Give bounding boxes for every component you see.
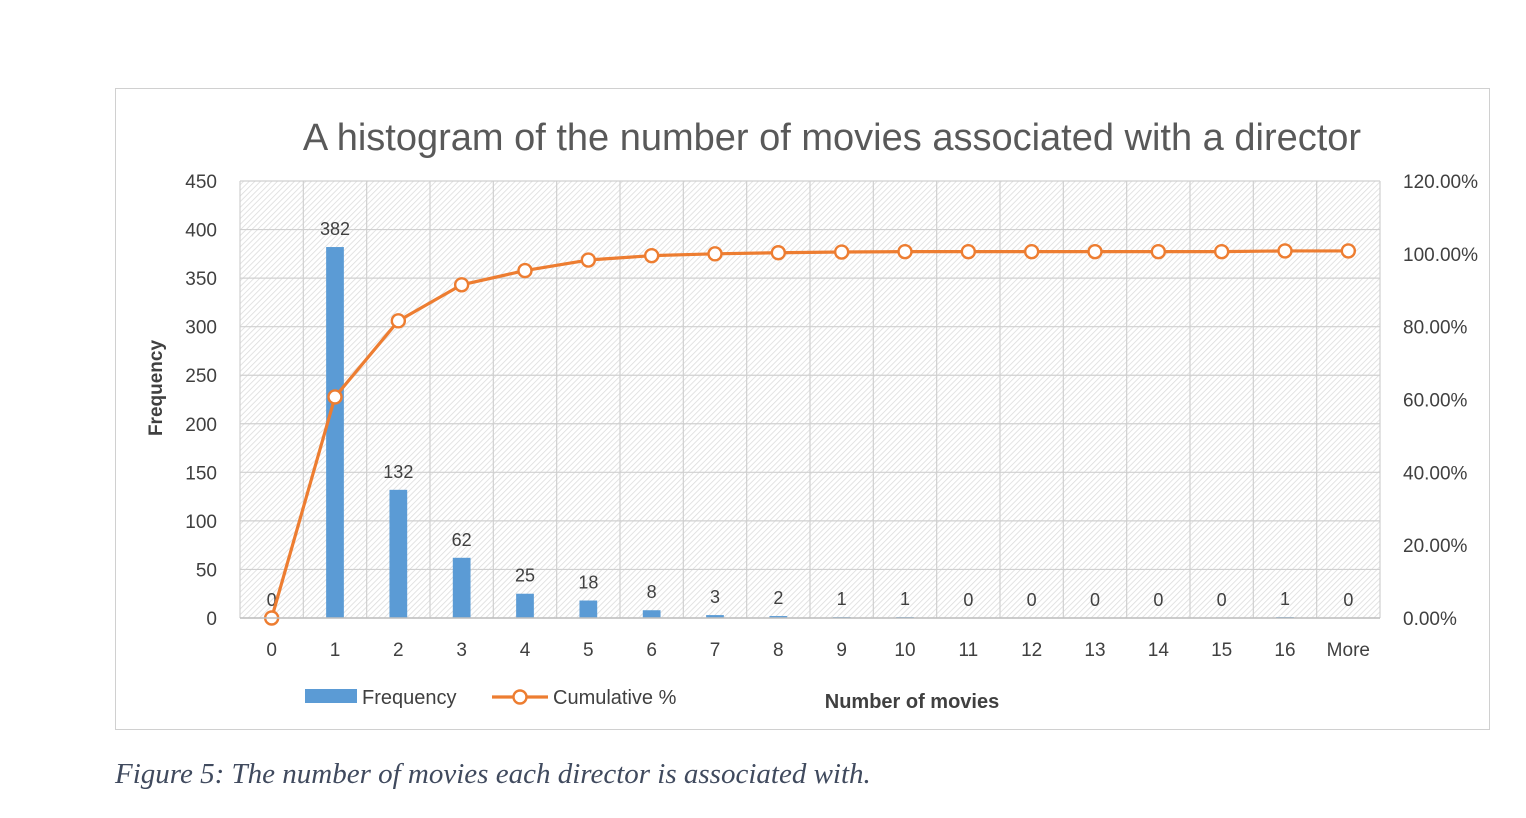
- bar-label-4: 25: [515, 566, 535, 586]
- bar-5: [579, 600, 598, 618]
- y-axis-left: 0 50 100 150 200 250 300 350 400 450: [185, 172, 217, 630]
- x-tick-label: 3: [456, 640, 467, 661]
- bar-label-More: 0: [1343, 590, 1353, 610]
- y-tick-label: 0: [206, 609, 217, 630]
- y2-tick-label: 0.00%: [1403, 609, 1457, 630]
- y2-tick-label: 120.00%: [1403, 172, 1478, 193]
- bar-4: [516, 593, 534, 618]
- x-tick-label: 13: [1084, 640, 1105, 661]
- bar-6: [642, 610, 661, 618]
- cumulative-point-11: [960, 243, 977, 260]
- y-tick-label: 100: [185, 512, 217, 533]
- legend-marker-cumulative: [512, 689, 528, 705]
- x-tick-label: 0: [266, 640, 277, 661]
- cumulative-point-12: [1023, 243, 1040, 260]
- bar-label-3: 62: [452, 530, 472, 550]
- x-tick-label: 14: [1148, 640, 1170, 661]
- bar-label-12: 0: [1027, 590, 1037, 610]
- bar-1: [326, 247, 344, 618]
- cumulative-polyline: [270, 249, 1349, 619]
- y-tick-label: 300: [185, 318, 217, 339]
- x-tick-label: 7: [710, 640, 721, 661]
- bar-data-labels: 0 382 132 62 25 18 8 3 2 1 1 0 0 0 0 0 1 0: [267, 219, 1354, 610]
- bar-label-9: 1: [837, 589, 847, 609]
- x-axis: 0 1 2 3 4 5 6 7 8 9 10 11 12 13 14 15 16 More: [240, 617, 1380, 661]
- bar-7: [706, 615, 724, 618]
- cumulative-point-7: [707, 246, 723, 262]
- y2-tick-label: 20.00%: [1403, 536, 1468, 557]
- bar-2: [389, 489, 408, 618]
- cumulative-point-3: [453, 277, 470, 293]
- cumulative-point-13: [1087, 243, 1103, 260]
- x-tick-label: 5: [583, 640, 594, 661]
- bar-label-5: 18: [578, 573, 598, 593]
- cumulative-point-5: [580, 252, 597, 268]
- x-tick-label: 9: [836, 640, 847, 661]
- y-tick-label: 50: [196, 560, 217, 581]
- bar-label-2: 132: [383, 462, 413, 482]
- x-tick-label: 12: [1021, 640, 1042, 661]
- cumulative-point-10: [897, 243, 913, 260]
- x-tick-label: 1: [330, 640, 341, 661]
- bar-label-11: 0: [963, 590, 973, 610]
- bar-label-15: 0: [1217, 590, 1227, 610]
- bar-3: [452, 557, 471, 618]
- x-tick-label: 16: [1274, 640, 1295, 661]
- x-tick-label: 15: [1211, 640, 1232, 661]
- x-tick-label: More: [1327, 640, 1370, 661]
- x-tick-label: 8: [773, 640, 784, 661]
- y-tick-label: 400: [185, 221, 217, 242]
- y2-tick-label: 60.00%: [1403, 391, 1468, 412]
- bar-label-16: 1: [1280, 589, 1290, 609]
- bar-8: [769, 616, 788, 618]
- y-tick-label: 150: [185, 463, 217, 484]
- legend-label-cumulative: Cumulative %: [553, 687, 677, 709]
- y2-tick-label: 80.00%: [1403, 318, 1468, 339]
- bar-label-1: 382: [320, 219, 350, 239]
- cumulative-point-2: [390, 313, 407, 329]
- y-tick-label: 350: [185, 269, 217, 290]
- cumulative-point-4: [517, 262, 533, 279]
- bar-label-8: 2: [773, 588, 783, 608]
- y2-tick-label: 40.00%: [1403, 463, 1468, 484]
- cumulative-point-16: [1277, 243, 1293, 259]
- legend-swatch-frequency: [305, 689, 357, 703]
- y-tick-label: 450: [185, 172, 217, 193]
- frequency-bars: [326, 247, 1294, 618]
- cumulative-point-15: [1213, 243, 1230, 260]
- y-tick-label: 250: [185, 366, 217, 387]
- cumulative-point-14: [1150, 243, 1167, 260]
- bar-label-14: 0: [1153, 590, 1163, 610]
- x-tick-label: 6: [646, 640, 657, 661]
- bar-label-7: 3: [710, 587, 720, 607]
- y-axis-title: Frequency: [146, 340, 167, 437]
- legend-label-frequency: Frequency: [362, 687, 457, 709]
- cumulative-point-8: [770, 245, 787, 261]
- cumulative-point-6: [643, 247, 660, 264]
- chart-title: A histogram of the number of movies asso…: [303, 117, 1362, 159]
- cumulative-point-1: [327, 389, 343, 405]
- bar-label-0: 0: [267, 590, 277, 610]
- bar-label-10: 1: [900, 589, 910, 609]
- y2-tick-label: 100.00%: [1403, 245, 1478, 266]
- x-axis-title: Number of movies: [825, 691, 999, 713]
- figure-caption: Figure 5: The number of movies each dire…: [115, 758, 871, 790]
- cumulative-line: [263, 243, 1357, 626]
- bar-label-13: 0: [1090, 590, 1100, 610]
- legend: Frequency Cumulative %: [305, 687, 677, 709]
- y-tick-label: 200: [185, 415, 217, 436]
- x-tick-label: 11: [958, 640, 978, 661]
- x-tick-label: 10: [894, 640, 915, 661]
- cumulative-point-9: [833, 244, 850, 260]
- x-tick-label: 2: [393, 640, 404, 661]
- y-axis-right: 0.00% 20.00% 40.00% 60.00% 80.00% 100.00% 120.…: [1403, 172, 1478, 630]
- bar-label-6: 8: [647, 582, 657, 602]
- cumulative-point-More: [1340, 243, 1357, 259]
- x-tick-label: 4: [520, 640, 531, 661]
